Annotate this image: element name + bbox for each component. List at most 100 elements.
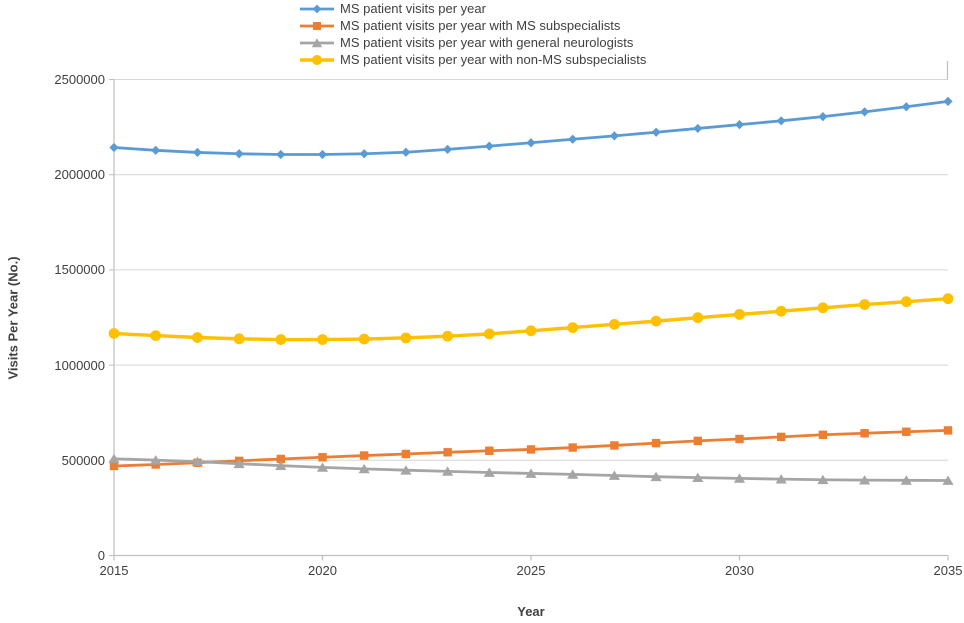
series-marker-0 — [901, 102, 911, 112]
y-tick-label: 2500000 — [54, 72, 105, 87]
series-marker-2 — [358, 463, 370, 474]
x-tick-label: 2020 — [308, 563, 337, 578]
series-marker-2 — [817, 474, 829, 485]
series-marker-1 — [401, 449, 411, 459]
legend-item: MS patient visits per year with general … — [299, 34, 646, 51]
x-tick-label: 2030 — [725, 563, 754, 578]
series-marker-3 — [609, 318, 620, 330]
legend: MS patient visits per year MS patient vis… — [299, 0, 646, 68]
series-marker-2 — [775, 474, 787, 484]
series-marker-2 — [442, 466, 454, 476]
x-tick-label: 2035 — [933, 563, 963, 578]
series-marker-2 — [191, 456, 203, 467]
series-marker-1 — [693, 436, 702, 446]
series-marker-0 — [609, 131, 619, 141]
series-marker-0 — [651, 127, 661, 137]
series-marker-0 — [526, 138, 536, 148]
series-marker-0 — [317, 149, 328, 160]
series-marker-0 — [860, 107, 870, 117]
series-marker-0 — [776, 116, 786, 126]
series-marker-3 — [859, 299, 870, 310]
series-marker-1 — [943, 426, 953, 435]
series-marker-2 — [150, 455, 162, 465]
series-marker-3 — [150, 330, 162, 341]
series-marker-1 — [360, 451, 369, 460]
series-marker-0 — [943, 96, 953, 106]
series-marker-2 — [400, 465, 412, 475]
series-marker-2 — [859, 475, 871, 485]
series-marker-1 — [860, 429, 869, 438]
series-marker-0 — [568, 134, 578, 144]
series-marker-1 — [610, 441, 619, 450]
series-marker-3 — [483, 328, 495, 340]
series-marker-0 — [276, 149, 286, 160]
legend-item-label: MS patient visits per year with non-MS s… — [340, 52, 647, 67]
legend-diamond-swatch-icon — [300, 4, 334, 13]
series-marker-2 — [900, 475, 912, 485]
series-marker-1 — [902, 427, 911, 436]
legend-item-label: MS patient visits per year — [340, 1, 486, 16]
series-marker-3 — [734, 309, 745, 320]
series-marker-1 — [109, 461, 119, 471]
series-marker-0 — [734, 120, 745, 130]
x-tick-label: 2015 — [99, 563, 129, 578]
series-marker-3 — [567, 322, 579, 333]
series-marker-3 — [233, 333, 245, 345]
series-marker-2 — [483, 467, 495, 477]
series-marker-3 — [317, 334, 328, 345]
series-marker-1 — [777, 432, 786, 442]
y-tick-label: 500000 — [61, 452, 105, 468]
series-marker-2 — [316, 462, 329, 472]
series-marker-3 — [650, 315, 662, 327]
series-marker-2 — [233, 458, 245, 469]
y-tick-label: 2000000 — [54, 167, 105, 183]
series-marker-2 — [608, 470, 620, 480]
series-marker-0 — [693, 123, 703, 134]
legend-circle-swatch-icon — [300, 54, 334, 65]
series-marker-1 — [526, 445, 536, 454]
series-marker-2 — [108, 453, 120, 464]
series-marker-3 — [525, 325, 537, 337]
series-marker-1 — [443, 448, 452, 457]
series-marker-0 — [484, 141, 494, 151]
series-marker-0 — [109, 142, 119, 153]
series-marker-3 — [942, 293, 954, 305]
series-marker-1 — [485, 446, 494, 455]
series-marker-1 — [276, 454, 285, 464]
series-marker-0 — [234, 149, 244, 159]
series-marker-1 — [735, 434, 744, 444]
series-marker-3 — [400, 332, 412, 344]
y-tick-label: 0 — [97, 548, 105, 563]
series-marker-3 — [108, 328, 120, 339]
series-marker-0 — [192, 147, 202, 158]
series-marker-2 — [567, 469, 579, 479]
series-marker-2 — [525, 468, 537, 478]
legend-item: MS patient visits per year with non-MS s… — [299, 51, 646, 68]
legend-item: MS patient visits per year — [299, 0, 646, 17]
series-marker-2 — [275, 460, 287, 471]
y-tick-label: 1000000 — [54, 357, 105, 373]
series-marker-3 — [275, 334, 287, 345]
series-marker-0 — [401, 147, 411, 157]
series-marker-1 — [651, 438, 661, 448]
legend-triangle-swatch-icon — [300, 37, 334, 47]
series-marker-2 — [733, 473, 746, 483]
series-marker-3 — [817, 302, 829, 314]
legend-item-label: MS patient visits per year with MS subsp… — [340, 18, 621, 33]
series-marker-0 — [359, 149, 369, 159]
series-marker-3 — [692, 312, 704, 324]
legend-item-label: MS patient visits per year with general … — [340, 35, 634, 50]
series-marker-1 — [818, 430, 828, 439]
y-tick-label: 1500000 — [54, 262, 105, 278]
series-marker-3 — [358, 333, 370, 345]
series-marker-3 — [192, 332, 203, 343]
series-marker-3 — [775, 305, 787, 317]
x-axis-title: Year — [517, 604, 545, 619]
legend-item: MS patient visits per year with MS subsp… — [299, 17, 646, 34]
series-marker-1 — [318, 453, 327, 462]
series-marker-2 — [650, 471, 662, 482]
series-marker-2 — [692, 472, 704, 483]
series-marker-3 — [900, 296, 912, 308]
